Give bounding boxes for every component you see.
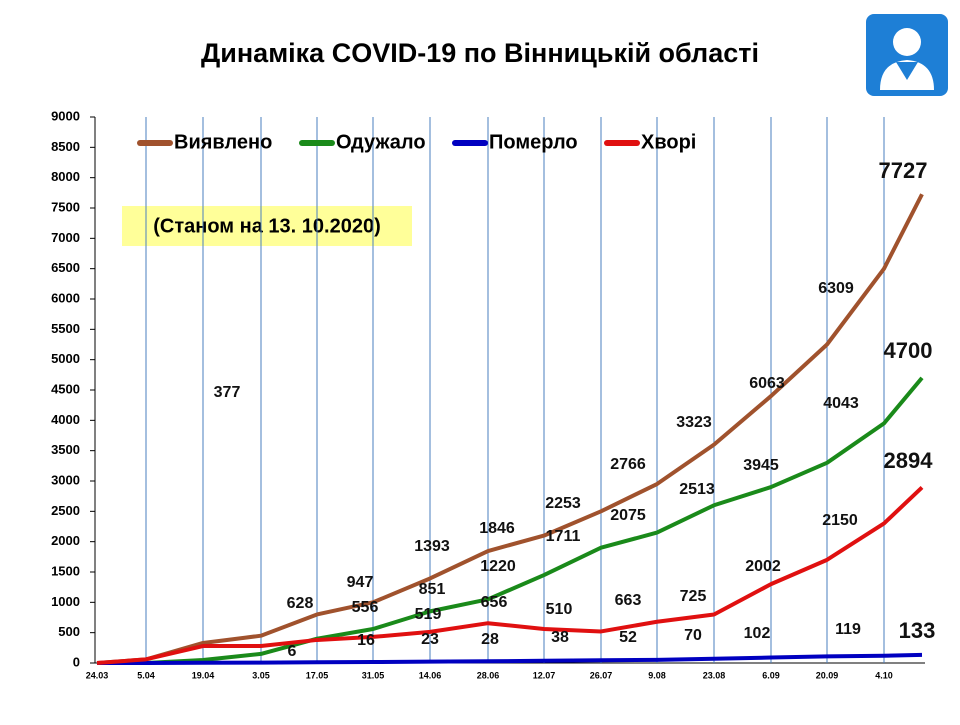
- annotation: 2894: [884, 448, 934, 473]
- y-tick-label: 3000: [51, 472, 80, 487]
- annotation: 556: [352, 599, 379, 616]
- x-tick-label: 24.03: [86, 670, 109, 680]
- x-tick-label: 5.04: [137, 670, 155, 680]
- x-tick-label: 9.08: [648, 670, 666, 680]
- annotation: 1846: [479, 520, 515, 537]
- annotation: 3323: [676, 414, 712, 431]
- y-tick-label: 4000: [51, 412, 80, 427]
- x-tick-label: 20.09: [816, 670, 839, 680]
- x-tick-label: 14.06: [419, 670, 442, 680]
- annotation: 119: [835, 621, 861, 638]
- series-line: [96, 193, 924, 665]
- legend-label: Померло: [489, 131, 578, 153]
- annotation: 851: [419, 581, 446, 598]
- legend-label: Хворі: [641, 131, 696, 153]
- annotation: 6309: [818, 280, 854, 297]
- annotation: 2075: [610, 507, 646, 524]
- chart-title: Динаміка COVID-19 по Вінницькій області: [201, 38, 759, 68]
- annotation: 663: [615, 592, 642, 609]
- x-tick-label: 28.06: [477, 670, 500, 680]
- legend-label: Виявлено: [174, 131, 272, 153]
- annotation: 133: [899, 618, 936, 643]
- annotation: 2253: [545, 495, 581, 512]
- series-line: [97, 376, 924, 665]
- y-tick-label: 1000: [51, 594, 80, 609]
- x-tick-label: 19.04: [192, 670, 215, 680]
- x-tick-label: 23.08: [703, 670, 726, 680]
- y-tick-label: 9000: [51, 108, 80, 123]
- y-tick-label: 5500: [51, 321, 80, 336]
- y-tick-label: 2500: [51, 503, 80, 518]
- x-tick-label: 3.05: [252, 670, 270, 680]
- x-tick-label: 6.09: [762, 670, 780, 680]
- y-tick-label: 500: [58, 624, 80, 639]
- x-tick-label: 26.07: [590, 670, 613, 680]
- annotation: 1220: [480, 558, 516, 575]
- annotation: 16: [357, 632, 375, 649]
- x-tick-label: 12.07: [533, 670, 556, 680]
- y-tick-label: 7500: [51, 199, 80, 214]
- annotation: 6063: [749, 375, 785, 392]
- annotation: 2002: [745, 558, 781, 575]
- annotation: 52: [619, 629, 637, 646]
- y-tick-label: 8500: [51, 139, 80, 154]
- annotation: 102: [744, 625, 771, 642]
- y-tick-label: 4500: [51, 381, 80, 396]
- x-tick-label: 17.05: [306, 670, 329, 680]
- annotation: 1393: [414, 538, 450, 555]
- note: (Станом на 13. 10.2020): [153, 215, 380, 237]
- series-line: [96, 652, 923, 665]
- x-tick-label: 4.10: [875, 670, 893, 680]
- annotation: 519: [415, 606, 442, 623]
- y-tick-label: 2000: [51, 533, 80, 548]
- annotation: 7727: [879, 158, 928, 183]
- y-tick-label: 0: [73, 654, 80, 669]
- annotation: 2766: [610, 456, 646, 473]
- annotation: 28: [481, 631, 499, 648]
- doctor-icon: [866, 14, 948, 96]
- annotation: 2513: [679, 481, 715, 498]
- annotation: 2150: [822, 512, 858, 529]
- annotation: 4043: [823, 395, 859, 412]
- x-tick-label: 31.05: [362, 670, 385, 680]
- annotation: 656: [481, 594, 508, 611]
- annotation: 725: [680, 588, 707, 605]
- annotation: 377: [214, 384, 241, 401]
- annotation: 1711: [546, 528, 581, 545]
- annotation: 3945: [743, 457, 779, 474]
- annotation: 6: [288, 643, 297, 660]
- annotation: 947: [347, 574, 374, 591]
- y-tick-label: 1500: [51, 563, 80, 578]
- annotation: 70: [684, 627, 702, 644]
- y-tick-label: 8000: [51, 169, 80, 184]
- annotation: 628: [287, 595, 314, 612]
- y-tick-label: 6000: [51, 290, 80, 305]
- series-line: [96, 485, 924, 665]
- annotation: 23: [421, 631, 439, 648]
- annotation: 510: [546, 601, 573, 618]
- y-tick-label: 7000: [51, 230, 80, 245]
- annotation: 38: [551, 629, 569, 646]
- y-tick-label: 6500: [51, 260, 80, 275]
- y-tick-label: 5000: [51, 351, 80, 366]
- annotation: 4700: [884, 338, 933, 363]
- legend-label: Одужало: [336, 131, 426, 153]
- y-tick-label: 3500: [51, 442, 80, 457]
- note-box: [122, 206, 412, 246]
